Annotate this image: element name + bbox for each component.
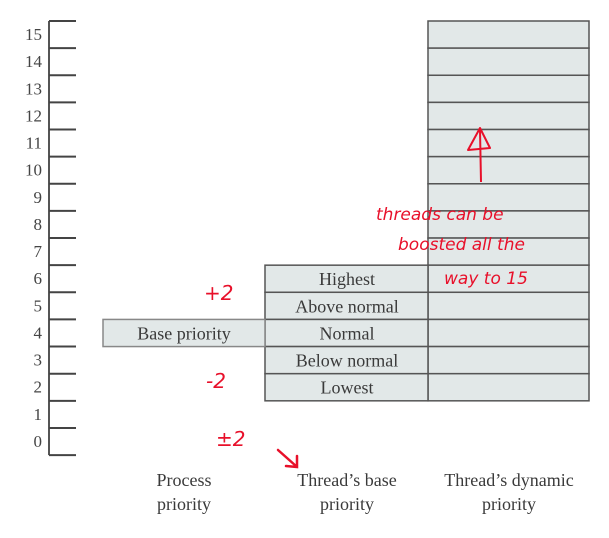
base-priority-cell-label: Below normal [296, 351, 398, 371]
annotation-boost-line-2: boosted all the [398, 235, 525, 255]
axis-tick-label: 4 [34, 323, 43, 342]
dynamic-priority-cell [427, 20, 590, 49]
base-priority-label-2: priority [320, 494, 374, 514]
axis-tick-label: 9 [34, 188, 43, 207]
annotation-plus-two: +2 [204, 281, 233, 305]
process-priority-label: Process [157, 470, 212, 490]
base-priority-cell [264, 264, 429, 294]
process-base-priority-label: Base priority [137, 323, 230, 343]
annotation-boost-line-1: threads can be [376, 205, 504, 225]
axis-tick-label: 5 [34, 296, 43, 315]
base-priority-cell-label: Above normal [295, 296, 398, 316]
axis-tick-label: 7 [34, 242, 43, 261]
axis-tick-label: 3 [34, 351, 43, 370]
annotation-minus-two: -2 [206, 369, 226, 393]
base-priority-cell [264, 372, 429, 402]
base-priority-cell-label: Lowest [321, 378, 374, 398]
axis-tick-label: 13 [25, 79, 42, 98]
axis-tick-label: 12 [25, 106, 42, 125]
axis-tick-label: 11 [26, 134, 42, 153]
axis-tick-label: 6 [34, 269, 43, 288]
dynamic-priority-cell [427, 345, 590, 375]
axis-tick-label: 0 [34, 432, 43, 451]
axis-tick-label: 15 [25, 25, 42, 44]
base-priority-label: Thread’s base [297, 470, 396, 490]
process-priority-label-2: priority [157, 494, 211, 514]
dynamic-priority-cell [427, 47, 590, 77]
dynamic-priority-cell [427, 155, 590, 185]
base-priority-cell-label: Normal [320, 323, 375, 343]
base-priority-cell-label: Highest [319, 269, 375, 289]
dynamic-priority-cell [427, 183, 590, 212]
arrow-down-right-icon [276, 448, 299, 469]
axis-tick-label: 2 [34, 378, 43, 397]
dynamic-priority-cell [427, 210, 590, 239]
axis-tick-label: 8 [34, 215, 43, 234]
dynamic-priority-cell [427, 237, 590, 266]
dynamic-priority-label: Thread’s dynamic [444, 470, 573, 490]
dynamic-priority-label-2: priority [482, 494, 536, 514]
dynamic-priority-cell [427, 74, 590, 104]
dynamic-priority-cell [427, 318, 590, 348]
column-labels: Process priority Thread’s base priority … [157, 470, 574, 514]
base-priority-cell [264, 291, 429, 321]
dynamic-priority-column [427, 20, 590, 402]
dynamic-priority-cell [427, 128, 590, 158]
annotation-boost-line-3: way to 15 [444, 269, 528, 289]
handwritten-annotations: +2 -2 ±2 threads can be boosted all the … [204, 127, 528, 469]
base-priority-cell [264, 345, 429, 375]
annotation-plus-minus-two: ±2 [216, 427, 245, 451]
dynamic-priority-cell [427, 372, 590, 402]
axis-tick-label: 1 [34, 405, 43, 424]
axis-tick-label: 10 [25, 161, 42, 180]
process-base-priority-cell [102, 318, 266, 348]
process-priority-column: Base priority [102, 318, 266, 348]
base-priority-column: Highest Above normal Normal Below normal Low… [264, 264, 429, 402]
dynamic-priority-cell [427, 291, 590, 321]
dynamic-priority-cell [427, 101, 590, 131]
arrow-up-icon [467, 127, 491, 183]
axis-tick-label: 14 [25, 52, 43, 71]
